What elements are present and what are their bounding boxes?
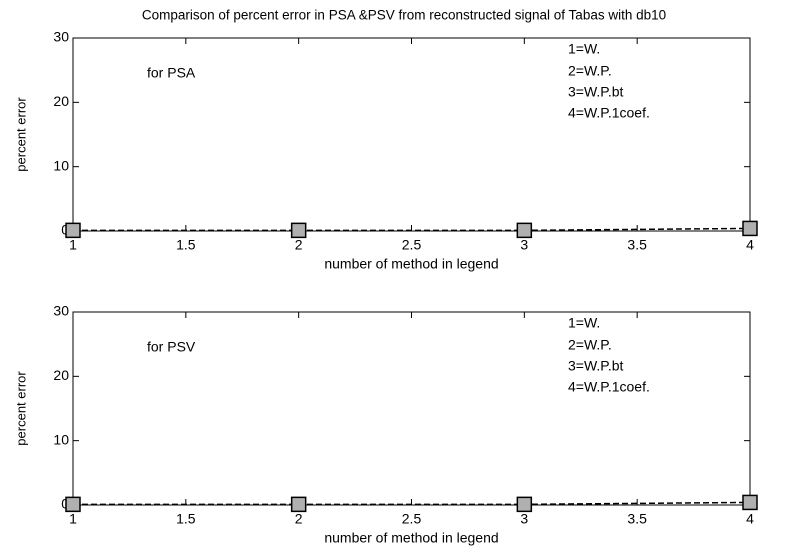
data-point <box>290 496 307 513</box>
x-tick-label: 3 <box>520 237 528 253</box>
x-tick-label: 3.5 <box>627 511 647 527</box>
data-point <box>516 496 533 513</box>
x-tick-label: 1 <box>69 511 77 527</box>
annotation: 1=W. <box>568 315 600 331</box>
annotation: 3=W.P.bt <box>568 84 624 100</box>
annotation: 4=W.P.1coef. <box>568 379 650 395</box>
x-tick-label: 4 <box>746 237 754 253</box>
x-tick-label: 2 <box>295 237 303 253</box>
y-tick-label: 20 <box>53 93 69 109</box>
y-tick-label: 30 <box>53 303 69 319</box>
y-tick-label: 30 <box>53 29 69 45</box>
y-tick-label: 20 <box>53 367 69 383</box>
annotation: 2=W.P. <box>568 337 612 353</box>
annotation: for PSA <box>147 65 196 81</box>
annotation: 3=W.P.bt <box>568 358 624 374</box>
series-line <box>73 227 751 232</box>
data-point <box>516 222 533 239</box>
data-point <box>742 220 758 237</box>
plot-area <box>72 37 751 232</box>
x-tick-label: 2.5 <box>402 237 422 253</box>
annotation: 2=W.P. <box>568 63 612 79</box>
data-point <box>742 494 758 511</box>
data-point <box>65 222 81 239</box>
annotation: for PSV <box>147 339 196 355</box>
x-tick-label: 1.5 <box>176 237 196 253</box>
x-tick-label: 1 <box>69 237 77 253</box>
x-tick-label: 4 <box>746 511 754 527</box>
data-point <box>290 222 307 239</box>
x-tick-label: 2.5 <box>402 511 422 527</box>
y-tick-label: 10 <box>53 157 69 173</box>
x-axis-label: number of method in legend <box>324 530 498 546</box>
x-tick-label: 2 <box>295 511 303 527</box>
annotation: 4=W.P.1coef. <box>568 105 650 121</box>
y-tick-label: 10 <box>53 431 69 447</box>
plot-area <box>72 311 751 506</box>
y-axis-label: percent error <box>13 97 28 172</box>
y-axis-label: percent error <box>13 371 28 446</box>
data-point <box>65 496 81 513</box>
annotation: 1=W. <box>568 41 600 57</box>
x-axis-label: number of method in legend <box>324 256 498 272</box>
x-tick-label: 1.5 <box>176 511 196 527</box>
x-tick-label: 3 <box>520 511 528 527</box>
chart-title: Comparison of percent error in PSA &PSV … <box>142 8 666 23</box>
x-tick-label: 3.5 <box>627 237 647 253</box>
y-tick-label: 0 <box>61 222 69 238</box>
y-tick-label: 0 <box>61 496 69 512</box>
series-line <box>73 501 751 506</box>
